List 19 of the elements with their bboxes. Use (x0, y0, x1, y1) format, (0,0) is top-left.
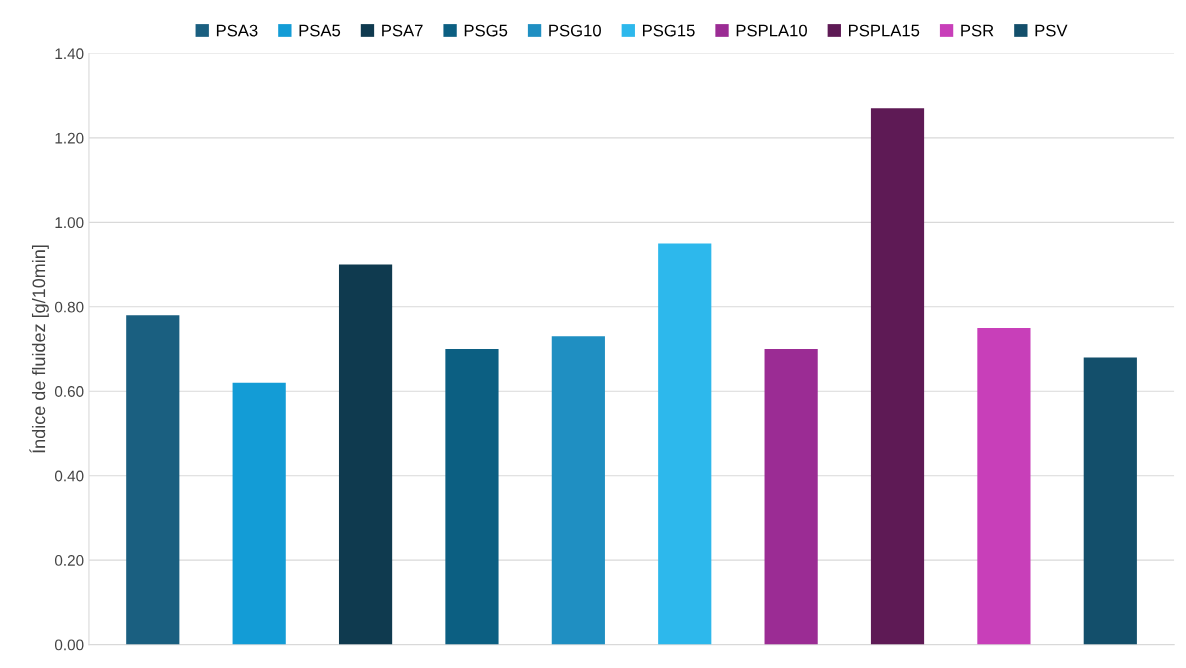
y-tick-label: 1.00 (55, 217, 84, 229)
legend-label: PSV (1035, 24, 1068, 37)
legend-label: PSA5 (299, 24, 341, 37)
legend-label: PSPLA10 (736, 24, 807, 37)
legend-label: PSR (961, 24, 994, 37)
legend-label: PSA3 (216, 24, 258, 37)
y-tick-label: 0.60 (54, 386, 84, 397)
y-axis-title: Índice de fluidez [g/10min] (29, 245, 49, 453)
y-tick-label: 0.40 (54, 470, 84, 482)
y-tick-label: 1.40 (55, 48, 84, 60)
legend-label: PSG10 (549, 24, 601, 37)
legend-label: PSPLA15 (849, 24, 920, 37)
y-tick-label: 1.20 (55, 132, 84, 144)
legend-label: PSG15 (642, 24, 695, 37)
legend-label: PSA7 (382, 24, 423, 37)
y-tick-label: 0.80 (54, 301, 84, 313)
y-tick-label: 0.00 (54, 639, 84, 651)
legend-label: PSG5 (464, 24, 508, 37)
y-tick-label: 0.20 (54, 555, 84, 566)
